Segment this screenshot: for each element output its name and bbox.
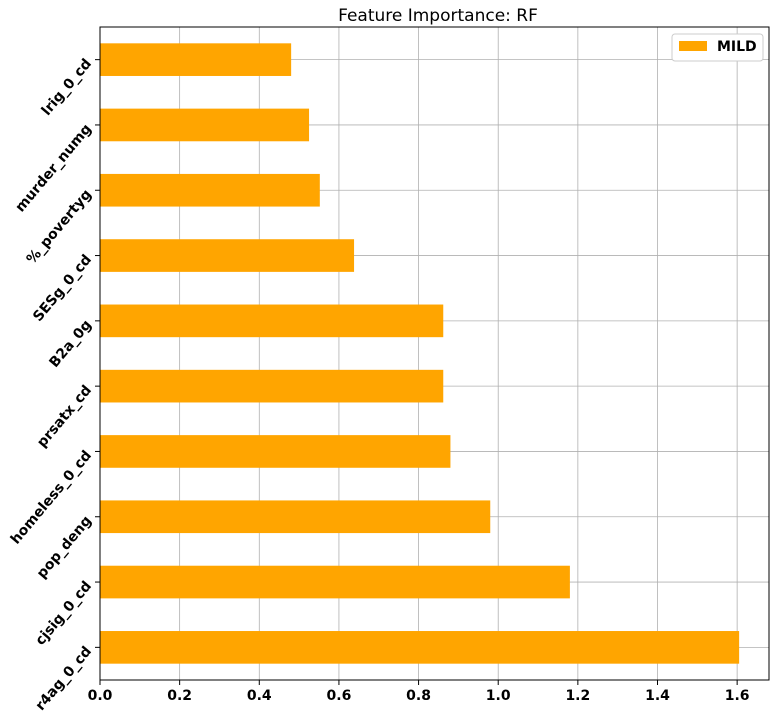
bar-b2a-0g	[100, 304, 444, 338]
y-tick-label: prsatx_cd	[34, 382, 95, 450]
x-tick-label: 0.6	[327, 688, 352, 704]
x-axis: 0.0 0.2 0.4 0.6 0.8 1.0 1.2 1.4 1.6	[88, 680, 750, 704]
x-tick-label: 0.8	[406, 688, 431, 704]
legend-swatch-mild	[679, 41, 707, 51]
x-tick-label: 1.6	[725, 688, 750, 704]
x-tick-label: 1.2	[565, 688, 590, 704]
bar-murder-numg	[100, 108, 310, 142]
y-axis: r4ag_0_cdcjsig_0_cdpop_denghomeless_0_cd…	[8, 56, 100, 714]
bar-r4ag-0-cd	[100, 631, 740, 664]
y-tick-label: lrig_0_cd	[39, 56, 95, 119]
plot-area-frame	[99, 26, 770, 681]
x-tick-label: 0.0	[88, 688, 113, 704]
legend: MILD	[671, 33, 764, 62]
bar-cjsig-0-cd	[100, 565, 570, 599]
y-tick-label: cjsig_0_cd	[32, 578, 95, 648]
y-tick-label: SESg_0_cd	[30, 252, 95, 325]
x-tick-label: 0.4	[247, 688, 272, 704]
x-tick-label: 1.0	[486, 688, 511, 704]
y-tick-label: r4ag_0_cd	[33, 644, 96, 714]
bar-prsatx-cd	[100, 369, 444, 403]
bars-layer	[100, 43, 740, 664]
chart-title: Feature Importance: RF	[338, 6, 538, 26]
bar-lrig-0-cd	[100, 43, 292, 76]
bar-homeless-0-cd	[100, 435, 451, 468]
legend-label-mild: MILD	[717, 39, 757, 55]
x-tick-label: 1.4	[645, 688, 670, 704]
y-tick-label: B2a_0g	[46, 317, 95, 371]
bar-pop-deng	[100, 500, 491, 534]
bar-sesg-0-cd	[100, 239, 355, 272]
x-tick-label: 0.2	[167, 688, 192, 704]
y-tick-label: pop_deng	[34, 513, 95, 582]
bar--povertyg	[100, 173, 320, 207]
legend-box	[671, 33, 764, 62]
